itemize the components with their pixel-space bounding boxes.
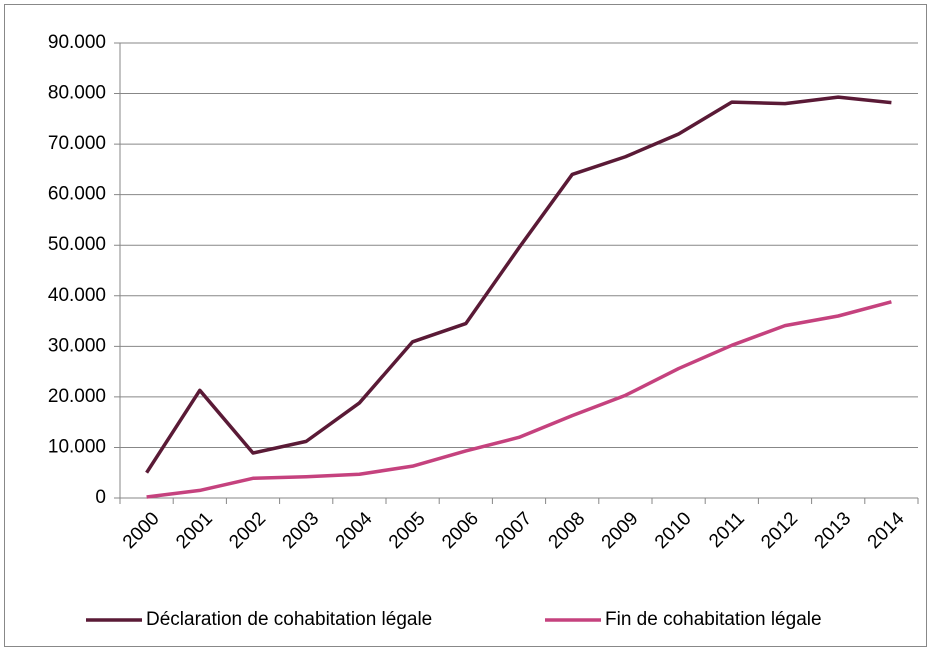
y-tick-label: 20.000 — [48, 386, 106, 407]
y-tick-label: 40.000 — [48, 285, 106, 306]
y-tick-label: 10.000 — [48, 436, 106, 457]
y-tick-label: 90.000 — [48, 32, 106, 53]
y-tick-label: 30.000 — [48, 335, 106, 356]
series-line — [145, 95, 892, 474]
y-tick-label: 80.000 — [48, 83, 106, 104]
y-tick-label: 70.000 — [48, 133, 106, 154]
y-tick-label: 60.000 — [48, 184, 106, 205]
legend-label: Déclaration de cohabitation légale — [146, 609, 432, 630]
y-tick-label: 50.000 — [48, 234, 106, 255]
y-tick-label: 0 — [95, 487, 106, 508]
legend-label: Fin de cohabitation légale — [605, 609, 822, 630]
series-line — [146, 300, 892, 499]
